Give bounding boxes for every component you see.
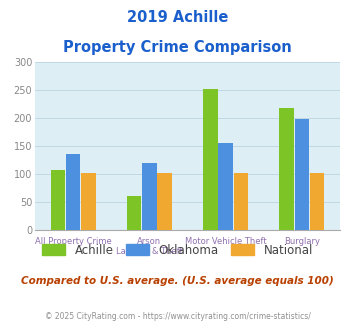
Text: All Property Crime: All Property Crime	[35, 237, 111, 246]
Legend: Achille, Oklahoma, National: Achille, Oklahoma, National	[42, 244, 313, 256]
Bar	[295, 119, 309, 230]
Bar	[66, 154, 80, 230]
Bar	[279, 109, 294, 230]
Bar	[234, 173, 248, 230]
Text: 2019 Achille: 2019 Achille	[127, 10, 228, 25]
Text: Arson
Larceny & Theft: Arson Larceny & Theft	[116, 237, 183, 256]
Text: Burglary: Burglary	[284, 237, 320, 246]
Bar	[142, 163, 157, 230]
Text: Compared to U.S. average. (U.S. average equals 100): Compared to U.S. average. (U.S. average …	[21, 276, 334, 285]
Text: © 2025 CityRating.com - https://www.cityrating.com/crime-statistics/: © 2025 CityRating.com - https://www.city…	[45, 312, 310, 321]
Bar	[81, 173, 95, 230]
Bar	[310, 173, 324, 230]
Bar	[157, 173, 172, 230]
Bar	[218, 143, 233, 230]
Text: Property Crime Comparison: Property Crime Comparison	[63, 40, 292, 54]
Bar	[127, 196, 141, 230]
Bar	[203, 89, 218, 230]
Text: Motor Vehicle Theft: Motor Vehicle Theft	[185, 237, 267, 246]
Bar	[51, 170, 65, 230]
